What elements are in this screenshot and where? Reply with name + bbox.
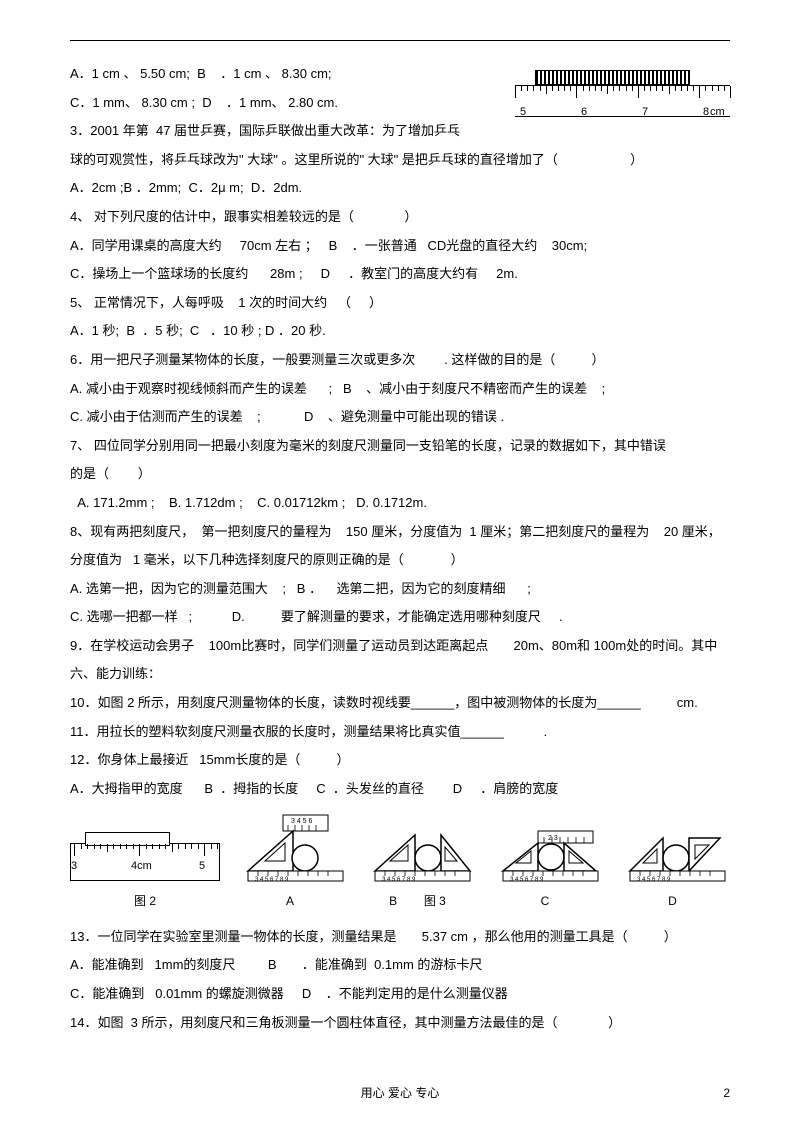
q11-text: 11．用拉长的塑料软刻度尺测量衣服的长度时，测量结果将比真实值______ . [70,718,730,747]
fig3-label-c: C [488,888,603,914]
q7-stem-1: 7、 四位同学分别用同一把最小刻度为毫米的刻度尺测量同一支铅笔的长度，记录的数据… [70,432,730,461]
q12-options: A．大拇指甲的宽度 B ．拇指的长度 C ．头发丝的直径 D ．肩膀的宽度 [70,775,730,804]
q8-option-ab: A. 选第一把，因为它的测量范围大 ; B ． 选第二把，因为它的刻度精细 ; [70,575,730,604]
q12-stem: 12．你身体上最接近 15mm长度的是（ ） [70,746,730,775]
q8-stem-2: 分度值为 1 毫米，以下几种选择刻度尺的原则正确的是（ ） [70,546,730,575]
q8-stem-1: 8、现有两把刻度尺， 第一把刻度尺的量程为 150 厘米，分度值为 1 厘米；第… [70,518,730,547]
q5-stem: 5、 正常情况下，人每呼吸 1 次的时间大约 （ ） [70,289,730,318]
q4-stem: 4、 对下列尺度的估计中，跟事实相差较远的是（ ） [70,203,730,232]
fig3-label-d: D [615,888,730,914]
q6-option-ab: A. 减小由于观察时视线倾斜而产生的误差 ; B 、减小由于刻度尺不精密而产生的… [70,375,730,404]
svg-text:2 3: 2 3 [548,835,558,842]
q8-option-cd: C. 选哪一把都一样 ; D. 要了解测量的要求，才能确定选用哪种刻度尺 . [70,603,730,632]
q7-options: A. 171.2mm ; B. 1.712dm ; C. 0.01712km ;… [70,489,730,518]
figure-3-a: 3 4 5 6 3 4 5 6 7 8 9 [233,813,348,883]
q10-text: 10．如图 2 所示，用刻度尺测量物体的长度，读数时视线要______，图中被测… [70,689,730,718]
q9-text: 9．在学校运动会男子 100m比赛时，同学们测量了运动员到达距离起点 20m、8… [70,632,730,661]
figure-3-c: 2 3 3 4 5 6 7 8 9 [488,813,603,883]
q7-stem-2: 的是（ ） [70,460,730,489]
q3-options: A．2cm ;B ．2mm; C．2μ m; D．2dm. [70,174,730,203]
q13-option-ab: A．能准确到 1mm的刻度尺 B ．能准确到 0.1mm 的游标卡尺 [70,951,730,980]
fig3-label-a: A [233,888,348,914]
q3-text-1: 3．2001 年第 47 届世乒赛，国际乒联做出重大改革：为了增加乒乓 [70,117,730,146]
q5-options: A．1 秒; B ．5 秒; C ．10 秒 ; D ．20 秒. [70,317,730,346]
svg-text:3 4 5 6 7 8 9: 3 4 5 6 7 8 9 [255,877,289,883]
svg-text:3 4 5 6: 3 4 5 6 [291,818,313,825]
figure-labels: 图 2 A B 图 3 C D [70,888,730,914]
fig3-label-b: B 图 3 [360,888,475,914]
figures-row: 34cm5 3 4 5 6 3 4 5 6 7 8 9 [70,813,730,883]
q13-option-cd: C．能准确到 0.01mm 的螺旋测微器 D ．不能判定用的是什么测量仪器 [70,980,730,1009]
section-6-title: 六、能力训练： [70,660,730,689]
footer-text: 用心 爱心 专心 [0,1080,800,1106]
ruler-figure-top: // ticks drawn below via JS after parse … [515,70,730,120]
document-body: // ticks drawn below via JS after parse … [70,60,730,1037]
page-number: 2 [723,1080,730,1106]
q13-stem: 13．一位同学在实验室里测量一物体的长度，测量结果是 5.37 cm ，那么他用… [70,923,730,952]
q3-text-2: 球的可观赏性，将乒乓球改为" 大球" 。这里所说的" 大球" 是把乒乓球的直径增… [70,146,730,175]
svg-text:3 4 5 6 7 8 9: 3 4 5 6 7 8 9 [382,877,416,883]
fig2-object [85,832,170,846]
q4-option-ab: A．同学用课桌的高度大约 70cm 左右 ； B ．一张普通 CD光盘的直径大约… [70,232,730,261]
figure-3-b: 3 4 5 6 7 8 9 [360,813,475,883]
q4-option-cd: C．操场上一个篮球场的长度约 28m ; D ．教室门的高度大约有 2m. [70,260,730,289]
q6-stem: 6．用一把尺子测量某物体的长度，一般要测量三次或更多次 . 这样做的目的是（ ） [70,346,730,375]
q14-text: 14．如图 3 所示，用刻度尺和三角板测量一个圆柱体直径，其中测量方法最佳的是（… [70,1009,730,1038]
fig2-ruler: 34cm5 [70,843,220,881]
ruler-scale: // ticks drawn below via JS after parse … [515,85,730,117]
fig2-label: 图 2 [70,888,220,914]
figure-3-d: 3 4 5 6 7 8 9 [615,813,730,883]
measured-object [535,70,690,85]
q6-option-cd: C. 减小由于估测而产生的误差 ; D 、避免测量中可能出现的错误 . [70,403,730,432]
header-rule [70,40,730,41]
figure-2: 34cm5 [70,843,220,883]
svg-text:3 4 5 6 7 8 9: 3 4 5 6 7 8 9 [510,877,544,883]
svg-text:3 4 5 6 7 8 9: 3 4 5 6 7 8 9 [637,877,671,883]
